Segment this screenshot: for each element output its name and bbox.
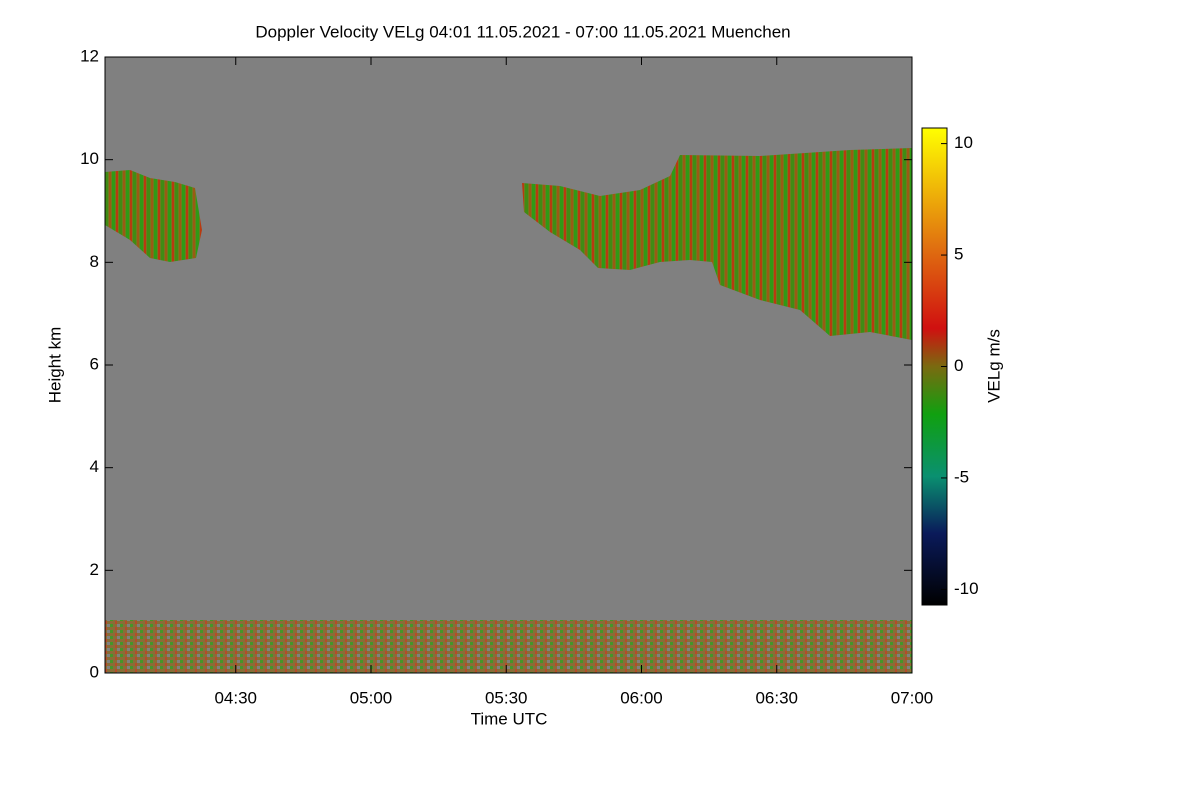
x-axis-label: Time UTC: [471, 709, 548, 728]
plot-area: [105, 57, 912, 673]
y-tick-label: 2: [90, 560, 99, 579]
colorbar-tick-label: 0: [954, 356, 963, 375]
y-tick-label: 0: [90, 662, 99, 681]
x-tick-label: 05:30: [485, 688, 528, 707]
colorbar-tick-label: -10: [954, 579, 979, 598]
cloud-region: [105, 170, 202, 262]
cloud-region: [522, 148, 912, 340]
chart-title: Doppler Velocity VELg 04:01 11.05.2021 -…: [255, 22, 790, 41]
y-axis-label: Height km: [45, 327, 64, 404]
boundary-layer: [105, 620, 912, 673]
colorbar-tick-label: -5: [954, 467, 969, 486]
y-tick-label: 10: [80, 149, 99, 168]
y-tick-label: 6: [90, 354, 99, 373]
echo-regions: [105, 148, 912, 673]
x-tick-label: 07:00: [891, 688, 934, 707]
x-tick-label: 05:00: [350, 688, 393, 707]
x-tick-label: 06:30: [755, 688, 798, 707]
colorbar-tick-label: 10: [954, 133, 973, 152]
y-tick-label: 8: [90, 252, 99, 271]
y-tick-label: 12: [80, 46, 99, 65]
x-tick-label: 04:30: [214, 688, 257, 707]
x-tick-label: 06:00: [620, 688, 663, 707]
colorbar-tick-label: 5: [954, 245, 963, 264]
colorbar-label: VELg m/s: [984, 329, 1003, 403]
y-tick-label: 4: [90, 457, 99, 476]
